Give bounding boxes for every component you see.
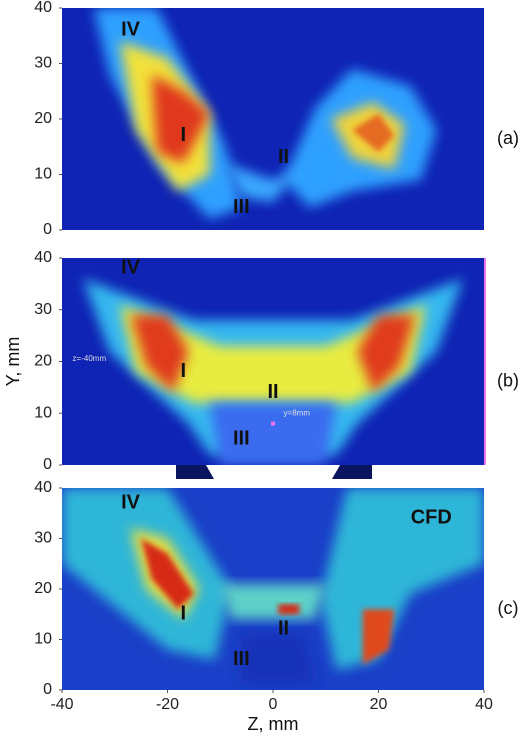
heat-region: [225, 163, 300, 203]
heatmap: [62, 488, 484, 690]
y-tick-label: 20: [34, 580, 52, 597]
region-label: CFD: [411, 507, 452, 529]
x-axis-label: Z, mm: [248, 714, 299, 734]
region-label: IV: [121, 491, 141, 513]
y-tick-label: 0: [43, 221, 52, 238]
heat-region: [278, 604, 300, 615]
region-label: IV: [121, 257, 141, 279]
x-tick-label: 20: [370, 696, 388, 713]
region-label: IV: [121, 18, 141, 40]
region-label: II: [278, 618, 289, 640]
y-tick-label: 40: [34, 249, 52, 266]
y-tick-label: 0: [43, 456, 52, 473]
note: y=8mm: [284, 408, 311, 417]
y-tick-label: 10: [34, 166, 52, 183]
heatmap: [62, 8, 484, 230]
panel-label: (a): [497, 128, 519, 148]
panel-label: (b): [497, 370, 519, 390]
y-tick-label: 40: [34, 479, 52, 496]
region-label: I: [181, 124, 187, 146]
heat-region: [220, 583, 326, 620]
y-tick-label: 30: [34, 55, 52, 72]
x-tick-label: -40: [50, 696, 73, 713]
y-tick-label: 10: [34, 631, 52, 648]
heat-region: [241, 634, 316, 685]
heatmap: [62, 258, 484, 465]
heat-region: [357, 314, 416, 393]
y-axis-label: Y, mm: [3, 337, 23, 387]
heat-region: [362, 609, 395, 665]
heat-region: [120, 304, 426, 403]
note: z=-40mm: [73, 354, 107, 363]
y-tick-label: 20: [34, 353, 52, 370]
x-tick-label: 40: [475, 696, 493, 713]
region-label: III: [233, 648, 250, 670]
holder-left: [176, 465, 214, 479]
marker: [271, 421, 275, 426]
y-tick-label: 20: [34, 110, 52, 127]
heat-region: [151, 74, 210, 164]
heat-region: [352, 113, 395, 153]
y-tick-label: 30: [34, 301, 52, 318]
region-label: II: [267, 381, 278, 403]
region-label: II: [278, 146, 289, 168]
heat-region: [320, 488, 484, 670]
heat-region: [209, 402, 337, 465]
holder-right: [332, 465, 372, 479]
region-label: I: [181, 360, 187, 382]
heat-region: [141, 538, 194, 610]
region-label: I: [181, 603, 187, 625]
y-tick-label: 10: [34, 404, 52, 421]
region-label: III: [233, 427, 250, 449]
y-tick-label: 30: [34, 530, 52, 547]
x-tick-label: -20: [156, 696, 179, 713]
y-tick-label: 0: [43, 681, 52, 698]
region-label: III: [233, 196, 250, 218]
y-tick-label: 40: [34, 0, 52, 16]
heat-region: [130, 314, 189, 393]
x-tick-label: 0: [269, 696, 278, 713]
panel-label: (c): [498, 598, 519, 618]
